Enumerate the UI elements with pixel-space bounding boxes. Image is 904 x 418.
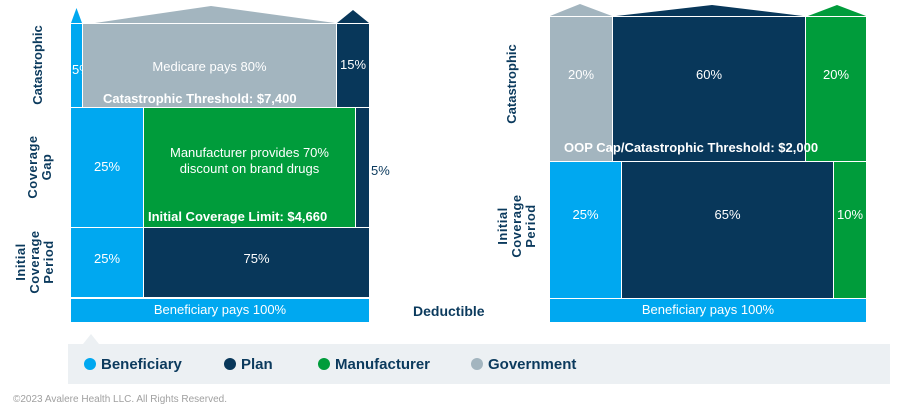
right-deductible-value: Beneficiary pays 100% bbox=[641, 302, 775, 318]
deductible-label: Deductible bbox=[413, 303, 485, 319]
legend-item-beneficiary: Beneficiary bbox=[84, 344, 182, 384]
right-government-arrow bbox=[550, 4, 612, 16]
left-icp-plan: 75% bbox=[144, 228, 369, 297]
left-icp-beneficiary: 25% bbox=[71, 228, 143, 297]
manufacturer-dot-icon bbox=[318, 358, 330, 370]
left-icp-beneficiary-value: 25% bbox=[93, 251, 121, 267]
legend-item-plan: Plan bbox=[224, 344, 273, 384]
legend-notch bbox=[83, 334, 99, 344]
government-dot-icon bbox=[471, 358, 483, 370]
left-deductible-value: Beneficiary pays 100% bbox=[153, 302, 287, 318]
left-cat-plan-value: 15% bbox=[339, 57, 367, 73]
right-icp-plan: 65% bbox=[622, 162, 833, 298]
plan-dot-icon bbox=[224, 358, 236, 370]
left-icp-plan-value: 75% bbox=[243, 251, 270, 267]
left-plan-arrow bbox=[337, 10, 369, 23]
right-cat-manufacturer-value: 20% bbox=[822, 67, 850, 82]
left-gap-beneficiary-value: 25% bbox=[93, 159, 121, 175]
arrow-heads bbox=[71, 4, 866, 23]
right-icp-beneficiary-value: 25% bbox=[572, 207, 599, 222]
left-gap-beneficiary: 25% bbox=[71, 108, 143, 227]
left-gap-plan bbox=[356, 108, 369, 227]
right-icp-manufacturer-value: 10% bbox=[836, 207, 864, 222]
left-deductible: Beneficiary pays 100% bbox=[71, 299, 369, 322]
legend-label: Beneficiary bbox=[101, 355, 182, 373]
left-beneficiary-arrow bbox=[71, 8, 82, 23]
catastrophic-threshold-label: Catastrophic Threshold: $7,400 bbox=[103, 91, 297, 106]
right-manufacturer-arrow bbox=[808, 5, 866, 16]
legend-label: Manufacturer bbox=[335, 355, 431, 373]
right-cat-government-value: 20% bbox=[567, 67, 595, 82]
right-icp-plan-value: 65% bbox=[714, 207, 741, 222]
oop-cap-threshold-label: OOP Cap/Catastrophic Threshold: $2,000 bbox=[564, 140, 819, 155]
left-government-arrow bbox=[95, 6, 335, 23]
left-gap-plan-value: 5% bbox=[371, 163, 390, 178]
right-row-label-catastrophic: Catastrophic bbox=[504, 44, 519, 124]
right-row-label-initial-coverage: Initial Coverage Period bbox=[495, 194, 538, 258]
right-icp-manufacturer: 10% bbox=[834, 162, 866, 298]
beneficiary-dot-icon bbox=[84, 358, 96, 370]
right-cat-plan-value: 60% bbox=[695, 67, 723, 82]
left-cat-beneficiary: 5% bbox=[71, 24, 91, 107]
left-gap-manufacturer-value: Manufacturer provides 70% discount on br… bbox=[170, 145, 329, 177]
right-icp-beneficiary: 25% bbox=[550, 162, 621, 298]
copyright: ©2023 Avalere Health LLC. All Rights Res… bbox=[13, 394, 227, 405]
right-deductible: Beneficiary pays 100% bbox=[550, 299, 866, 322]
right-plan-arrow bbox=[616, 5, 803, 16]
left-cat-government: Medicare pays 80% bbox=[83, 24, 336, 107]
right-cat-plan: 60% bbox=[613, 17, 805, 161]
right-cat-manufacturer: 20% bbox=[806, 17, 866, 161]
row-label-coverage-gap: Coverage Gap bbox=[25, 135, 54, 199]
row-label-catastrophic: Catastrophic bbox=[30, 25, 45, 105]
initial-coverage-limit-label: Initial Coverage Limit: $4,660 bbox=[148, 209, 328, 224]
left-gap-manufacturer: Manufacturer provides 70% discount on br… bbox=[144, 108, 355, 227]
legend-label: Government bbox=[488, 355, 577, 373]
right-cat-government: 20% bbox=[550, 17, 612, 161]
left-cat-plan: 15% bbox=[337, 24, 369, 107]
legend-item-manufacturer: Manufacturer bbox=[318, 344, 430, 384]
legend: Beneficiary Plan Manufacturer Government bbox=[68, 344, 890, 384]
legend-label: Plan bbox=[241, 355, 273, 373]
legend-item-government: Government bbox=[471, 344, 576, 384]
row-label-initial-coverage: Initial Coverage Period bbox=[13, 230, 56, 294]
left-cat-government-value: Medicare pays 80% bbox=[152, 59, 267, 74]
